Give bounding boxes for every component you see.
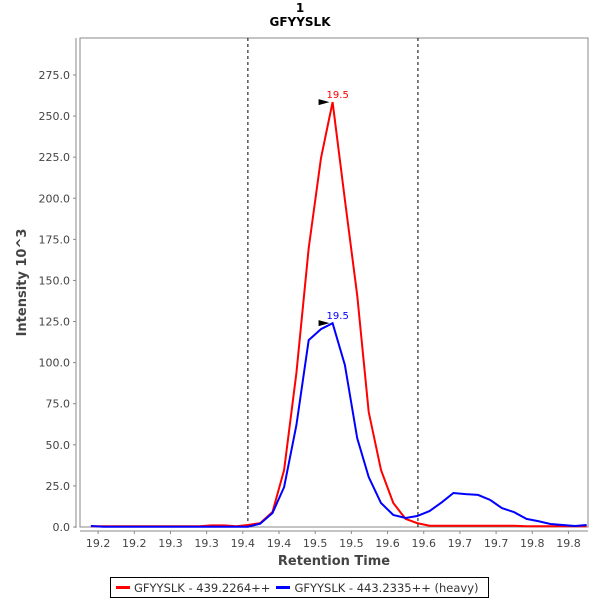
- x-tick-label: 19.2: [86, 537, 111, 550]
- legend-swatch-light: [116, 586, 130, 589]
- x-tick-label: 19.4: [231, 537, 256, 550]
- x-tick-label: 19.7: [484, 537, 509, 550]
- peak-marker-icon: [318, 320, 330, 327]
- chart-title: 1: [295, 1, 305, 15]
- y-tick-label: 75.0: [46, 398, 71, 411]
- y-tick-label: 150.0: [39, 274, 71, 287]
- y-tick-label: 50.0: [46, 439, 71, 452]
- legend-label-heavy: GFYYSLK - 443.2335++ (heavy): [294, 580, 479, 595]
- y-tick-label: 250.0: [39, 110, 71, 123]
- x-tick-label: 19.5: [303, 537, 328, 550]
- x-tick-label: 19.6: [411, 537, 436, 550]
- x-tick-label: 19.6: [375, 537, 400, 550]
- y-tick-label: 0.0: [53, 521, 71, 534]
- x-axis-label: Retention Time: [278, 554, 390, 569]
- series-line-1: [90, 321, 587, 528]
- y-tick-label: 175.0: [39, 233, 71, 246]
- legend-label-light: GFYYSLK - 439.2264++: [134, 580, 271, 595]
- legend: GFYYSLK - 439.2264++ GFYYSLK - 443.2335+…: [110, 577, 489, 598]
- y-tick-label: 225.0: [39, 151, 71, 164]
- peak-marker-icon: [318, 99, 330, 106]
- x-tick-label: 19.8: [520, 537, 545, 550]
- x-tick-label: 19.2: [122, 537, 147, 550]
- y-tick-label: 100.0: [39, 357, 71, 370]
- y-tick-label: 200.0: [39, 192, 71, 205]
- chart-subtitle: GFYYSLK: [269, 15, 331, 29]
- x-tick-label: 19.4: [267, 537, 292, 550]
- x-tick-label: 19.8: [556, 537, 581, 550]
- x-tick-label: 19.7: [448, 537, 473, 550]
- x-tick-label: 19.5: [339, 537, 364, 550]
- legend-swatch-heavy: [276, 586, 291, 589]
- y-tick-label: 125.0: [39, 316, 71, 329]
- y-tick-label: 25.0: [46, 480, 71, 493]
- peak-label: 19.5: [327, 90, 349, 101]
- x-tick-label: 19.3: [158, 537, 183, 550]
- peak-label: 19.5: [327, 311, 349, 322]
- y-tick-label: 275.0: [39, 69, 71, 82]
- y-axis-label: Intensity 10^3: [15, 229, 30, 337]
- x-tick-label: 19.3: [194, 537, 219, 550]
